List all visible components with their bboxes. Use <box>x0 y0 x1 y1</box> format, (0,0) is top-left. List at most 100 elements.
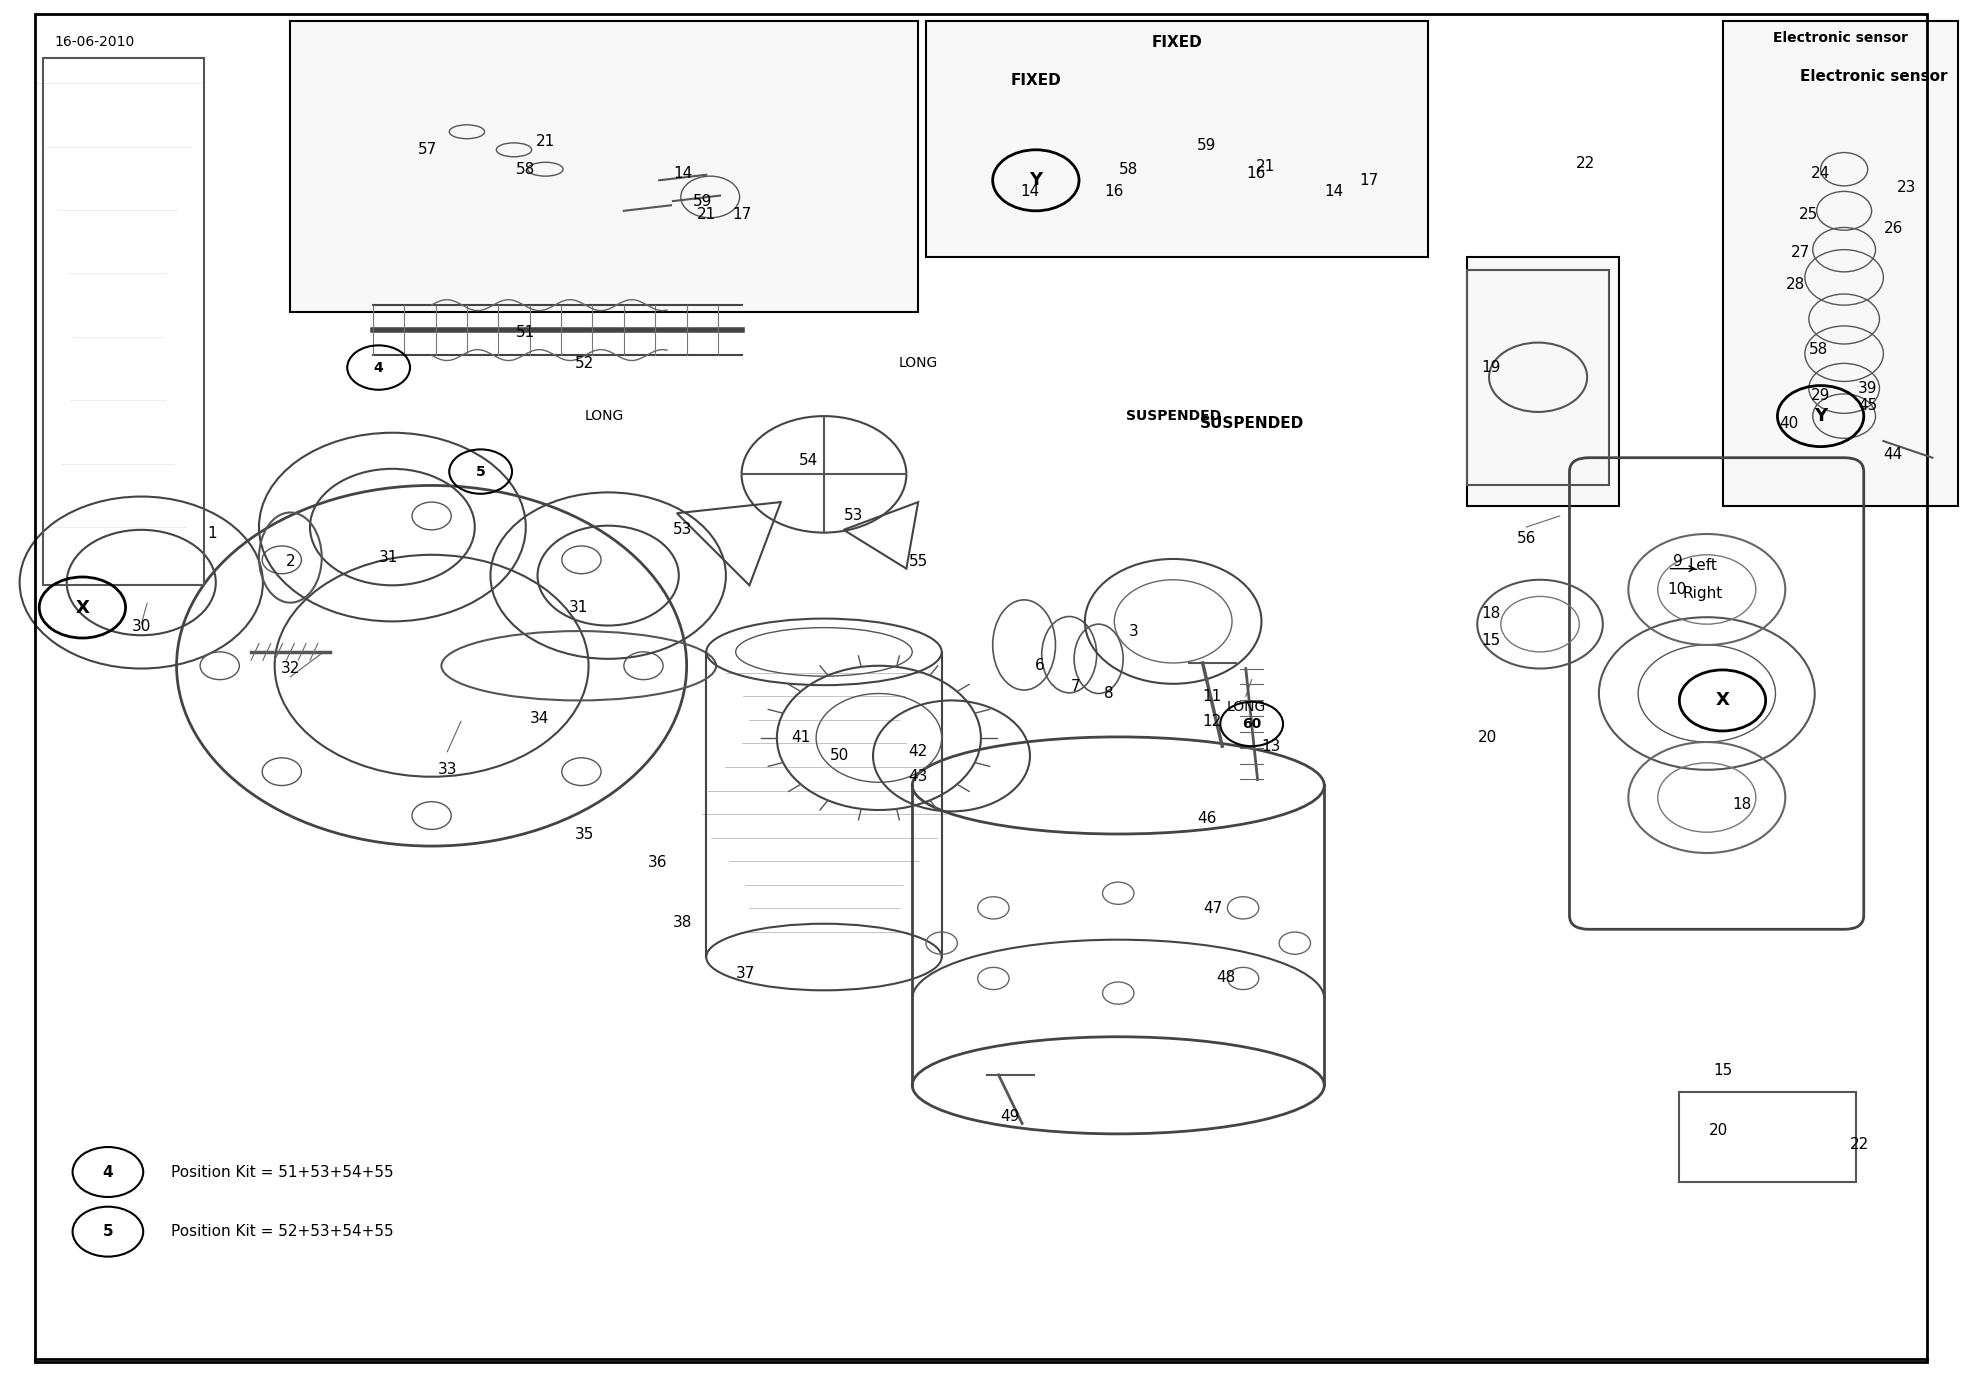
Text: 38: 38 <box>673 915 692 929</box>
Text: 14: 14 <box>1324 184 1343 198</box>
Text: Right: Right <box>1682 587 1723 601</box>
Text: 5: 5 <box>102 1225 114 1239</box>
Text: 21: 21 <box>535 135 555 148</box>
Text: LONG: LONG <box>899 356 938 370</box>
Text: 42: 42 <box>909 745 928 759</box>
Text: 44: 44 <box>1884 448 1902 462</box>
Text: 47: 47 <box>1202 902 1222 915</box>
Text: 59: 59 <box>1196 139 1216 153</box>
Text: 53: 53 <box>673 523 692 537</box>
Text: 19: 19 <box>1481 361 1501 374</box>
Text: 53: 53 <box>844 509 864 523</box>
Text: 28: 28 <box>1786 277 1804 291</box>
Text: 40: 40 <box>1780 416 1800 430</box>
Text: 45: 45 <box>1859 398 1877 412</box>
Text: 17: 17 <box>1359 173 1379 187</box>
Text: 27: 27 <box>1792 245 1810 259</box>
Text: 37: 37 <box>736 967 755 981</box>
Text: SUSPENDED: SUSPENDED <box>1200 416 1304 430</box>
Text: 5: 5 <box>476 465 486 479</box>
Text: X: X <box>1715 692 1729 709</box>
Text: 54: 54 <box>799 454 818 467</box>
Text: 16: 16 <box>1245 166 1265 180</box>
Text: 58: 58 <box>1119 162 1137 176</box>
Text: 12: 12 <box>1202 714 1222 728</box>
Text: 22: 22 <box>1576 157 1595 171</box>
Text: 31: 31 <box>568 601 588 614</box>
Text: 11: 11 <box>1202 689 1222 703</box>
Text: 49: 49 <box>1001 1110 1021 1123</box>
Text: 20: 20 <box>1477 731 1497 745</box>
Text: 58: 58 <box>1810 343 1827 356</box>
Bar <box>926 21 1428 257</box>
Text: 24: 24 <box>1812 166 1829 180</box>
Text: 50: 50 <box>830 749 850 763</box>
Text: 18: 18 <box>1481 606 1501 620</box>
Text: Electronic sensor: Electronic sensor <box>1772 31 1908 44</box>
Bar <box>1467 270 1609 485</box>
Bar <box>43 58 205 585</box>
Text: 9: 9 <box>1672 555 1682 569</box>
Text: 34: 34 <box>529 712 549 725</box>
Text: 60: 60 <box>1241 717 1261 731</box>
Text: LONG: LONG <box>1225 700 1265 714</box>
Text: LONG: LONG <box>584 409 624 423</box>
Text: 15: 15 <box>1713 1064 1733 1078</box>
Text: Position Kit = 52+53+54+55: Position Kit = 52+53+54+55 <box>171 1225 393 1239</box>
Text: Y: Y <box>1814 408 1827 424</box>
Text: 52: 52 <box>574 356 594 370</box>
Text: X: X <box>75 599 89 616</box>
Text: 4: 4 <box>102 1165 114 1179</box>
Text: 29: 29 <box>1812 388 1829 402</box>
Text: 41: 41 <box>791 731 810 745</box>
Text: 48: 48 <box>1216 971 1235 985</box>
Text: 26: 26 <box>1884 222 1902 236</box>
Text: 35: 35 <box>574 828 594 842</box>
Text: 16-06-2010: 16-06-2010 <box>55 35 136 49</box>
Text: 1: 1 <box>207 527 216 541</box>
Text: 18: 18 <box>1733 798 1753 811</box>
Text: 59: 59 <box>692 194 712 208</box>
Text: Left: Left <box>1688 559 1717 573</box>
Text: 2: 2 <box>285 555 295 569</box>
Text: 57: 57 <box>419 143 437 157</box>
Text: 43: 43 <box>909 770 928 784</box>
Text: 32: 32 <box>281 662 301 675</box>
Text: FIXED: FIXED <box>1011 74 1062 87</box>
Text: 58: 58 <box>515 162 535 176</box>
Text: 56: 56 <box>1517 531 1536 545</box>
Text: 39: 39 <box>1859 381 1877 395</box>
Text: 20: 20 <box>1709 1123 1729 1137</box>
Text: 30: 30 <box>132 620 151 634</box>
Text: 21: 21 <box>696 208 716 222</box>
Bar <box>1680 1092 1857 1182</box>
Text: SUSPENDED: SUSPENDED <box>1125 409 1222 423</box>
Text: 7: 7 <box>1070 680 1080 694</box>
Bar <box>1723 21 1957 506</box>
Text: 13: 13 <box>1261 739 1281 753</box>
Text: 55: 55 <box>909 555 928 569</box>
Text: Position Kit = 51+53+54+55: Position Kit = 51+53+54+55 <box>171 1165 393 1179</box>
Text: 51: 51 <box>515 326 535 340</box>
Text: Electronic sensor: Electronic sensor <box>1800 69 1947 83</box>
Text: 3: 3 <box>1129 624 1139 638</box>
Text: 46: 46 <box>1196 811 1216 825</box>
Text: 31: 31 <box>380 551 397 565</box>
Bar <box>291 21 919 312</box>
Text: 15: 15 <box>1481 634 1501 648</box>
Text: 16: 16 <box>1105 184 1123 198</box>
Text: 36: 36 <box>647 856 667 870</box>
Text: FIXED: FIXED <box>1153 35 1202 50</box>
Text: 14: 14 <box>1021 184 1041 198</box>
Text: 21: 21 <box>1255 160 1275 173</box>
Text: 17: 17 <box>732 208 751 222</box>
Text: Y: Y <box>1029 172 1043 189</box>
Text: 14: 14 <box>673 166 692 180</box>
Text: 10: 10 <box>1668 583 1688 596</box>
Bar <box>1467 257 1619 506</box>
Text: 6: 6 <box>1035 659 1044 673</box>
Text: 4: 4 <box>374 361 384 374</box>
Text: 33: 33 <box>437 763 456 777</box>
Text: 22: 22 <box>1851 1137 1869 1151</box>
Text: 25: 25 <box>1800 208 1818 222</box>
